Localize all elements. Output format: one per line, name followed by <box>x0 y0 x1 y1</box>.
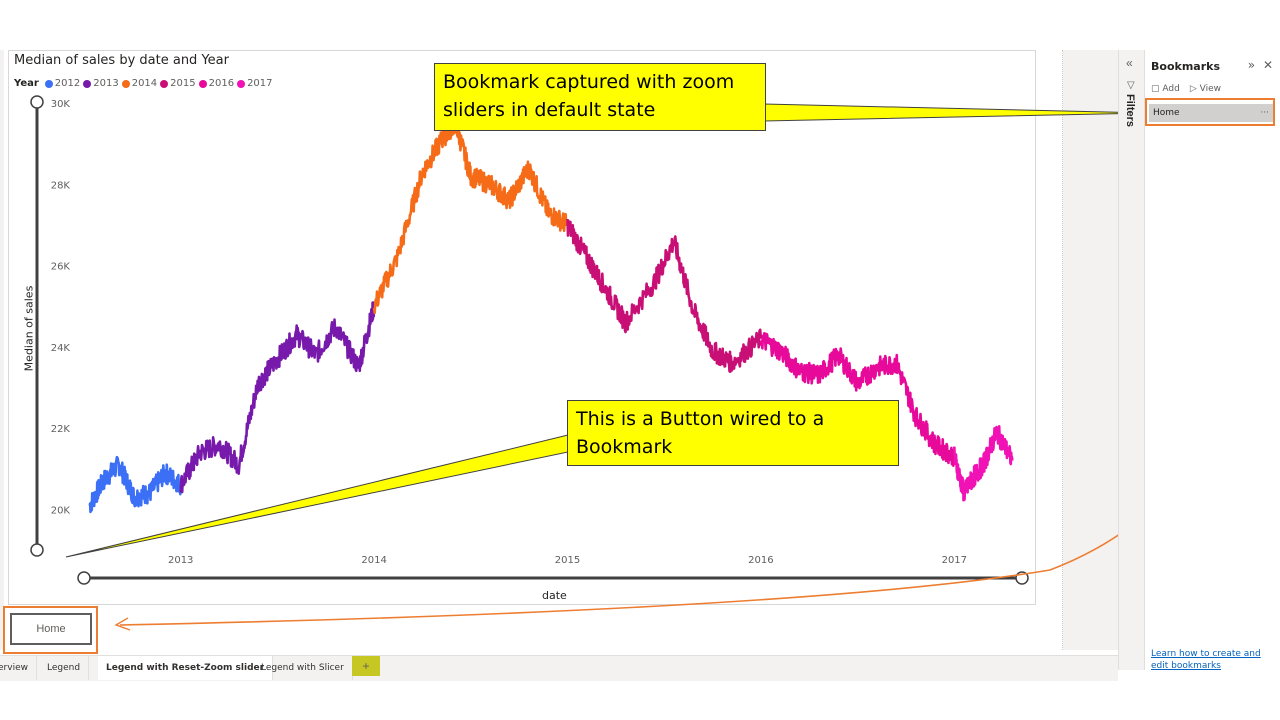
annotation-arrowhead-left <box>114 617 131 631</box>
x-tick-label: 2013 <box>168 555 193 566</box>
legend-label: 2012 <box>54 78 81 89</box>
legend-item-2012[interactable]: 2012 <box>44 78 81 89</box>
legend-label: 2017 <box>247 78 273 89</box>
legend-label: 2013 <box>93 78 119 89</box>
collapse-pane-icon[interactable]: » <box>1247 58 1256 72</box>
series-line-2013[interactable] <box>179 301 376 494</box>
home-bookmark-button[interactable]: Home <box>10 613 92 645</box>
page-tabs-bar: erview Legend Legend with Reset-Zoom sli… <box>0 655 1118 681</box>
legend-item-2014[interactable]: 2014 <box>121 78 158 89</box>
legend-label: 2016 <box>208 78 235 89</box>
add-page-button[interactable]: + <box>352 656 380 676</box>
y-tick-label: 24K <box>51 343 71 354</box>
series-line-2014[interactable] <box>372 113 569 315</box>
legend-label: 2015 <box>170 78 196 89</box>
x-axis-title: date <box>542 589 567 602</box>
view-bookmarks-button[interactable]: ▷ View <box>1189 84 1221 94</box>
chart-legend: Year 2012 2013 2014 2015 2016 2017 <box>14 78 276 89</box>
bookmarks-pane-title: Bookmarks <box>1151 60 1220 73</box>
x-tick-label: 2014 <box>361 555 386 566</box>
filter-funnel-icon: ▽ <box>1127 80 1135 91</box>
y-zoom-slider-handle-bottom[interactable] <box>30 543 44 557</box>
close-icon[interactable]: ✕ <box>1262 58 1273 72</box>
bookmark-callout: Bookmark captured with zoom sliders in d… <box>434 63 766 131</box>
y-tick-label: 20K <box>51 505 71 516</box>
y-tick-labels: 30K 28K 26K 24K 22K 20K <box>51 99 71 516</box>
legend-dot-icon <box>44 79 53 88</box>
series-line-2017[interactable] <box>953 424 1014 502</box>
legend-label: 2014 <box>131 78 158 89</box>
legend-item-2015[interactable]: 2015 <box>160 78 196 89</box>
legend-dot-icon <box>198 79 207 88</box>
x-tick-labels: 2013 2014 2015 2016 2017 <box>168 555 967 566</box>
y-tick-label: 22K <box>51 424 71 435</box>
x-tick-label: 2015 <box>555 555 580 566</box>
y-zoom-slider-handle-top[interactable] <box>30 95 44 109</box>
legend-dot-icon <box>160 79 169 88</box>
series-line-2016[interactable] <box>759 331 956 468</box>
legend-items: 2012 2013 2014 2015 2016 2017 <box>44 78 276 89</box>
learn-bookmarks-link[interactable]: Learn how to create and edit bookmarks <box>1151 649 1261 671</box>
filters-label: Filters <box>1124 94 1136 128</box>
filters-pane-collapsed[interactable]: « ▽ <box>1118 50 1145 670</box>
y-tick-label: 30K <box>51 99 71 110</box>
tab-legend-with-reset-zoom-slider[interactable]: Legend with Reset-Zoom slider <box>98 656 274 680</box>
legend-dot-icon <box>121 79 130 88</box>
tab-legend[interactable]: Legend <box>39 656 90 680</box>
x-tick-label: 2016 <box>748 555 773 566</box>
legend-item-2016[interactable]: 2016 <box>198 78 235 89</box>
more-options-icon[interactable]: ··· <box>1260 108 1269 118</box>
add-bookmark-button[interactable]: ▢ Add <box>1151 84 1180 94</box>
x-tick-label: 2017 <box>942 555 967 566</box>
legend-dot-icon <box>83 79 92 88</box>
tab-overview[interactable]: erview <box>0 656 37 680</box>
legend-title: Year <box>14 78 39 89</box>
y-tick-label: 26K <box>51 262 71 273</box>
bookmark-item-highlight <box>1145 98 1275 126</box>
button-callout: This is a Button wired to a Bookmark <box>567 400 899 466</box>
tab-legend-with-slicer[interactable]: Legend with Slicer <box>253 656 353 680</box>
annotation-arrow-curve <box>119 134 1231 626</box>
series-line-2015[interactable] <box>566 218 763 374</box>
legend-dot-icon <box>237 79 246 88</box>
line-chart-visual[interactable] <box>8 50 1036 605</box>
expand-filters-icon[interactable]: « <box>1126 56 1133 70</box>
legend-item-2013[interactable]: 2013 <box>83 78 119 89</box>
series-line-2012[interactable] <box>88 455 182 514</box>
x-zoom-slider-handle-left[interactable] <box>77 571 91 585</box>
add-bookmark-icon: ▢ <box>1151 84 1163 94</box>
series-lines <box>88 113 1014 514</box>
y-tick-label: 28K <box>51 180 71 191</box>
home-button-highlight <box>3 606 98 654</box>
legend-item-2017[interactable]: 2017 <box>237 78 273 89</box>
bookmark-callout-pointer <box>763 103 1151 122</box>
bookmarks-pane: Bookmarks » ✕ ▢ Add ▷ View Home ··· Lear… <box>1144 50 1280 671</box>
view-icon: ▷ <box>1189 84 1200 94</box>
bookmark-item-home[interactable]: Home ··· <box>1149 104 1275 122</box>
chart-title: Median of sales by date and Year <box>14 53 229 68</box>
